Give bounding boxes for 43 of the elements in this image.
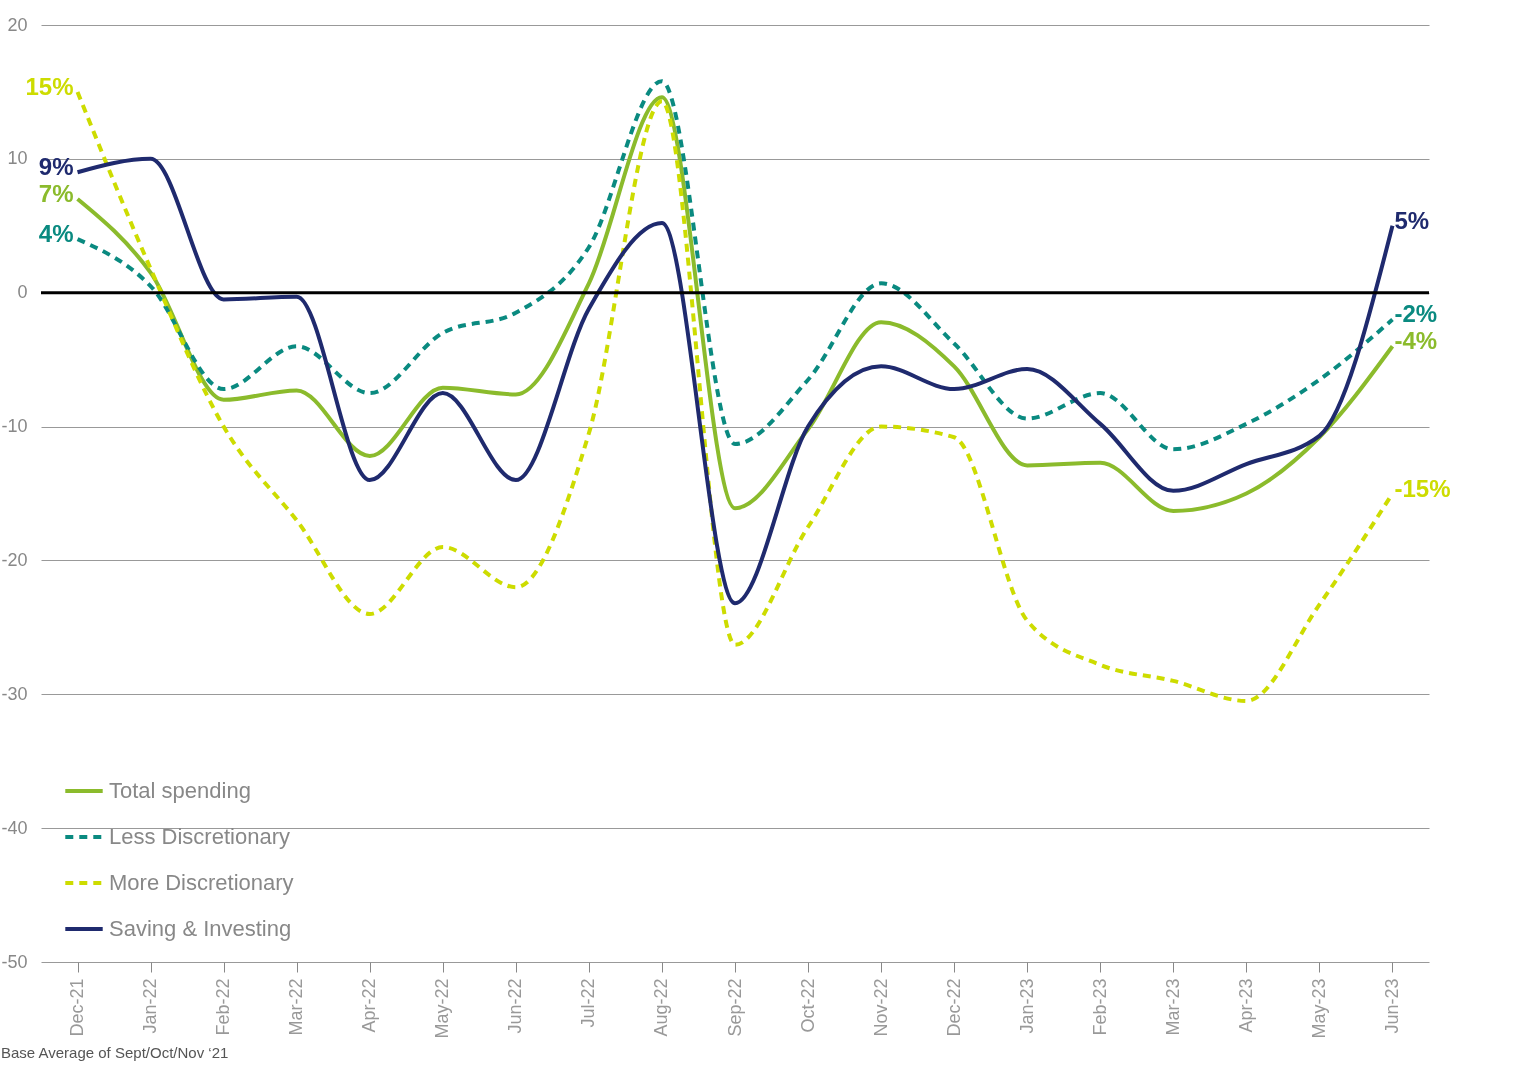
x-tick-label: Nov-22 xyxy=(870,978,891,1037)
x-tick-label: Dec-21 xyxy=(67,978,88,1037)
x-tick-label: May-22 xyxy=(432,978,453,1039)
y-tick-label: -30 xyxy=(1,683,28,704)
x-tick-label: May-23 xyxy=(1308,978,1329,1039)
x-tick-label: Mar-22 xyxy=(286,978,307,1036)
x-tick-label: Feb-23 xyxy=(1089,978,1110,1036)
x-tick-label: Jun-22 xyxy=(505,978,526,1034)
text: Base Average of Sept/Oct/Nov ‘21 xyxy=(0,1044,229,1062)
x-tick-label: Jul-22 xyxy=(578,978,599,1028)
x-tick-label: Dec-22 xyxy=(943,978,964,1037)
legend-label: Less Discretionary xyxy=(109,824,290,849)
y-tick-label: -50 xyxy=(1,951,28,972)
y-tick-label: 10 xyxy=(7,148,28,169)
x-tick-label: Apr-23 xyxy=(1235,978,1256,1033)
x-tick-label: Sep-22 xyxy=(724,978,745,1037)
x-tick-label: Jan-23 xyxy=(1016,978,1037,1034)
line-series xyxy=(75,156,1395,606)
x-tick-label: Aug-22 xyxy=(651,978,672,1037)
x-tick-label: Jan-22 xyxy=(140,978,161,1034)
legend-label: Total spending xyxy=(109,778,251,803)
x-tick-label: Oct-22 xyxy=(797,978,818,1033)
line-series xyxy=(75,79,1395,452)
y-tick-label: -20 xyxy=(1,549,28,570)
x-tick-label: Feb-22 xyxy=(213,978,234,1036)
legend-label: More Discretionary xyxy=(109,870,294,895)
line-series xyxy=(75,95,1395,513)
x-tick-label: Apr-22 xyxy=(359,978,380,1033)
data-label: -4% xyxy=(1394,327,1438,355)
data-label: 7% xyxy=(38,180,74,208)
data-label: -15% xyxy=(1394,474,1451,502)
data-label: 4% xyxy=(38,220,74,248)
y-tick-label: 20 xyxy=(7,14,28,35)
data-label: 15% xyxy=(25,72,74,100)
data-label: -2% xyxy=(1394,300,1438,328)
data-label: 9% xyxy=(38,153,74,181)
y-tick-label: -40 xyxy=(1,817,28,838)
y-tick-label: -10 xyxy=(1,416,28,437)
x-tick-label: Jun-23 xyxy=(1381,978,1402,1034)
x-tick-label: Mar-23 xyxy=(1162,978,1183,1036)
data-label: 5% xyxy=(1394,206,1430,234)
y-tick-label: 0 xyxy=(17,282,28,303)
legend-label: Saving & Investing xyxy=(109,916,292,941)
